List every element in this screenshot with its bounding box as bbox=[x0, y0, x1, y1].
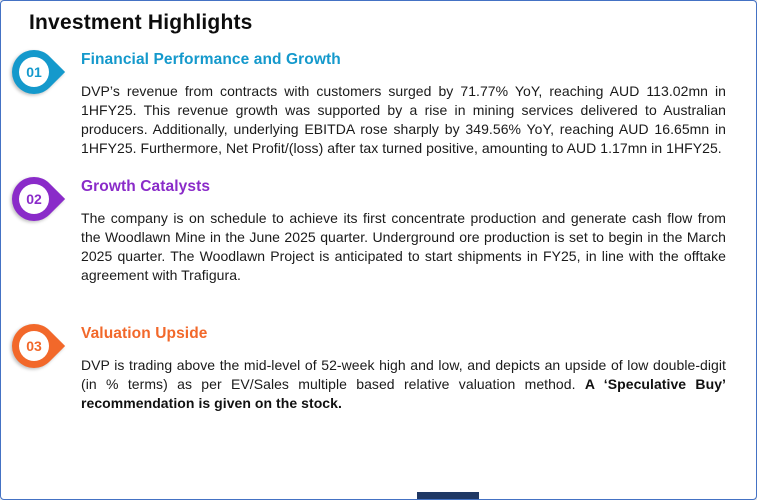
badge-column: 02 bbox=[1, 167, 81, 285]
numbered-pin-badge: 01 bbox=[2, 40, 72, 104]
item-body: The company is on schedule to achieve it… bbox=[81, 210, 726, 283]
item-body: DVP is trading above the mid-level of 52… bbox=[81, 356, 726, 413]
bottom-accent-bar bbox=[417, 492, 479, 499]
highlight-item-growth-catalysts: 02 Growth Catalysts The company is on sc… bbox=[1, 167, 756, 285]
item-body: DVP’s revenue from contracts with custom… bbox=[81, 83, 726, 156]
badge-number: 03 bbox=[26, 338, 42, 354]
badge-number: 01 bbox=[26, 64, 42, 80]
item-body-text: DVP is trading above the mid-level of 52… bbox=[81, 357, 726, 392]
item-content: Financial Performance and Growth DVP’s r… bbox=[81, 45, 756, 158]
numbered-pin-badge: 02 bbox=[2, 167, 72, 231]
page-title: Investment Highlights bbox=[29, 11, 253, 34]
badge-column: 01 bbox=[1, 40, 81, 158]
numbered-pin-badge: 03 bbox=[2, 314, 72, 378]
badge-column: 03 bbox=[1, 314, 81, 413]
item-content: Growth Catalysts The company is on sched… bbox=[81, 172, 756, 285]
badge-number: 02 bbox=[26, 191, 42, 207]
item-heading: Growth Catalysts bbox=[81, 178, 211, 195]
item-heading: Financial Performance and Growth bbox=[81, 51, 341, 68]
highlight-item-valuation-upside: 03 Valuation Upside DVP is trading above… bbox=[1, 314, 756, 413]
highlight-item-financial-performance: 01 Financial Performance and Growth DVP’… bbox=[1, 40, 756, 158]
item-heading: Valuation Upside bbox=[81, 325, 208, 342]
item-body-bold-text: A ‘Speculative Buy’ recommendation is gi… bbox=[81, 376, 726, 411]
item-content: Valuation Upside DVP is trading above th… bbox=[81, 319, 756, 413]
